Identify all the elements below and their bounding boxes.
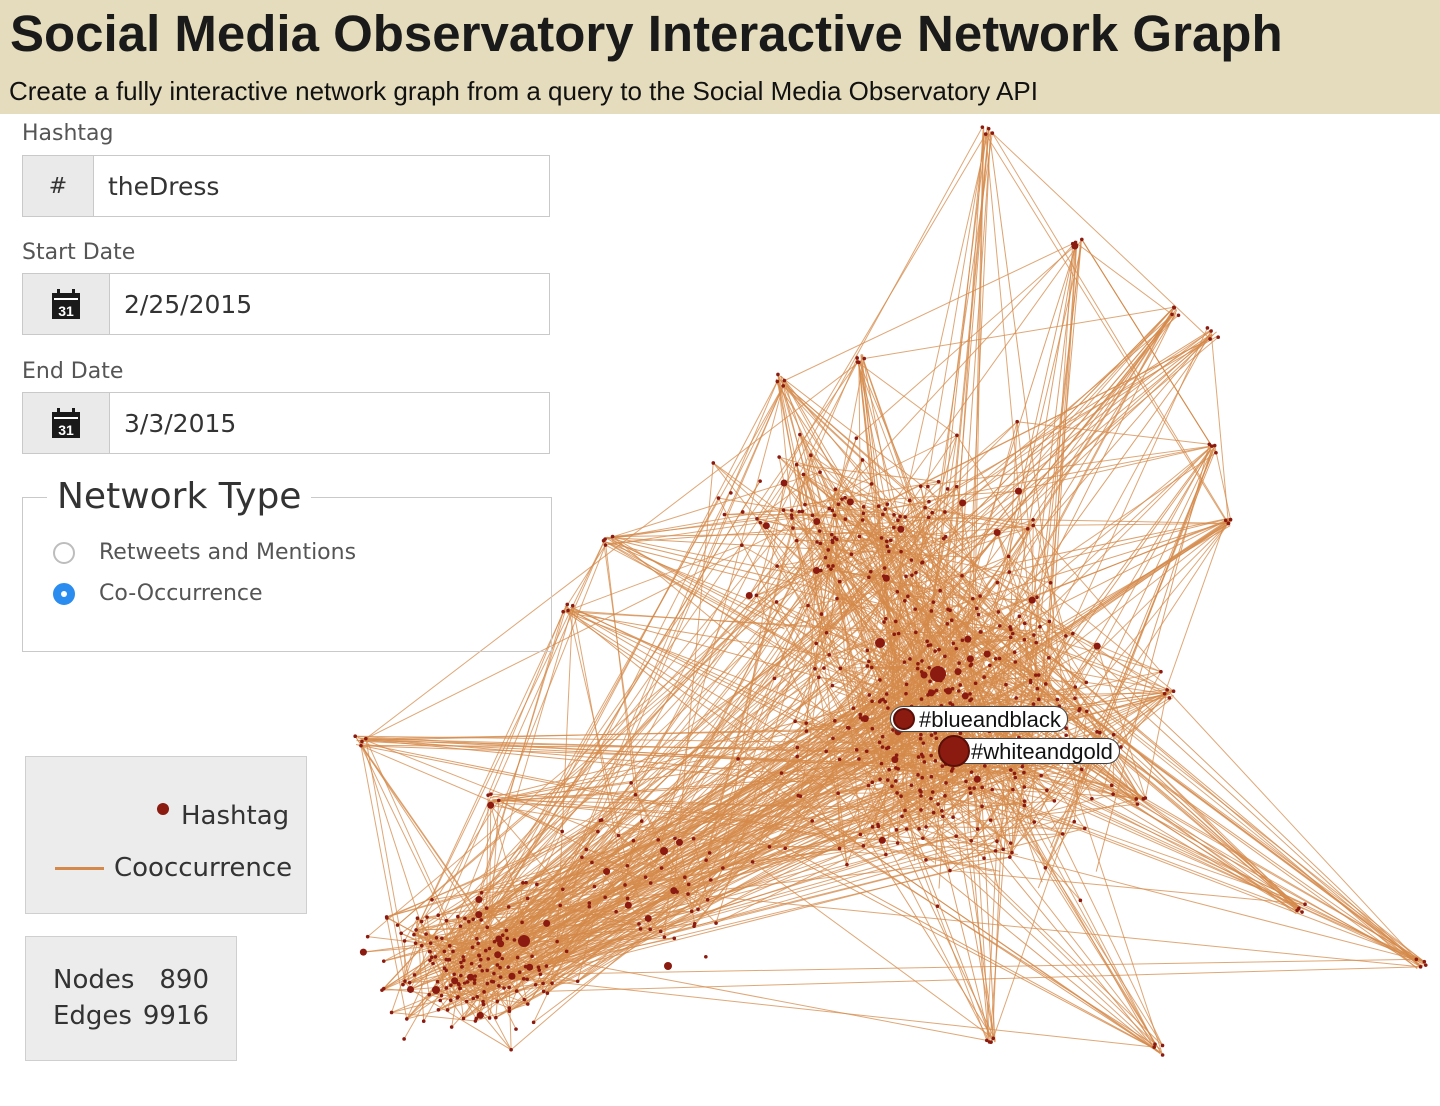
node-label-whiteandgold[interactable]: #whiteandgold xyxy=(938,735,1120,767)
svg-text:31: 31 xyxy=(58,422,74,438)
nodes-label: Nodes xyxy=(53,965,135,995)
calendar-icon: 31 xyxy=(52,408,80,438)
page-subtitle: Create a fully interactive network graph… xyxy=(9,76,1038,106)
end-date-label: End Date xyxy=(22,359,124,384)
calendar-icon[interactable]: 31 xyxy=(23,393,110,453)
legend-cooccurrence: Cooccurrence xyxy=(114,853,293,883)
node-dot xyxy=(893,708,915,730)
radio-label: Retweets and Mentions xyxy=(99,540,357,565)
node-label-text: #whiteandgold xyxy=(971,739,1113,764)
radio-button[interactable] xyxy=(53,541,75,564)
graph-legend: Hashtag Cooccurrence xyxy=(25,756,307,914)
hashtag-label: Hashtag xyxy=(22,121,114,146)
calendar-icon: 31 xyxy=(52,289,80,319)
radio-label: Co-Occurrence xyxy=(99,581,263,606)
legend-hashtag: Hashtag xyxy=(181,801,290,831)
start-date-label: Start Date xyxy=(22,240,136,265)
radio-co-occurrence[interactable]: Co-Occurrence xyxy=(53,581,263,606)
edges-label: Edges xyxy=(53,1001,132,1031)
edges-count: 9916 xyxy=(142,1001,209,1031)
calendar-icon[interactable]: 31 xyxy=(23,274,110,334)
end-date-field: 31 xyxy=(22,392,550,454)
node-label-text: #blueandblack xyxy=(919,707,1061,732)
svg-text:31: 31 xyxy=(58,303,74,319)
radio-retweets-mentions[interactable]: Retweets and Mentions xyxy=(53,540,356,565)
cooccurrence-edge-marker xyxy=(55,867,104,870)
network-graph[interactable] xyxy=(320,114,1440,1106)
radio-button-selected[interactable] xyxy=(53,582,75,605)
page-title: Social Media Observatory Interactive Net… xyxy=(10,5,1283,62)
node-dot xyxy=(938,735,970,767)
page-header: Social Media Observatory Interactive Net… xyxy=(0,0,1440,114)
network-type-group: Network Type Retweets and Mentions Co-Oc… xyxy=(22,476,552,652)
start-date-input[interactable] xyxy=(110,274,549,334)
end-date-input[interactable] xyxy=(110,393,549,453)
graph-stats: Nodes 890 Edges 9916 xyxy=(25,936,237,1061)
hashtag-input[interactable] xyxy=(94,156,549,216)
network-type-title: Network Type xyxy=(47,476,312,517)
hashtag-node-marker xyxy=(157,803,169,815)
nodes-count: 890 xyxy=(159,965,209,995)
node-label-blueandblack[interactable]: #blueandblack xyxy=(890,706,1068,732)
start-date-field: 31 xyxy=(22,273,550,335)
hashtag-field: # xyxy=(22,155,550,217)
hash-addon: # xyxy=(23,156,94,216)
